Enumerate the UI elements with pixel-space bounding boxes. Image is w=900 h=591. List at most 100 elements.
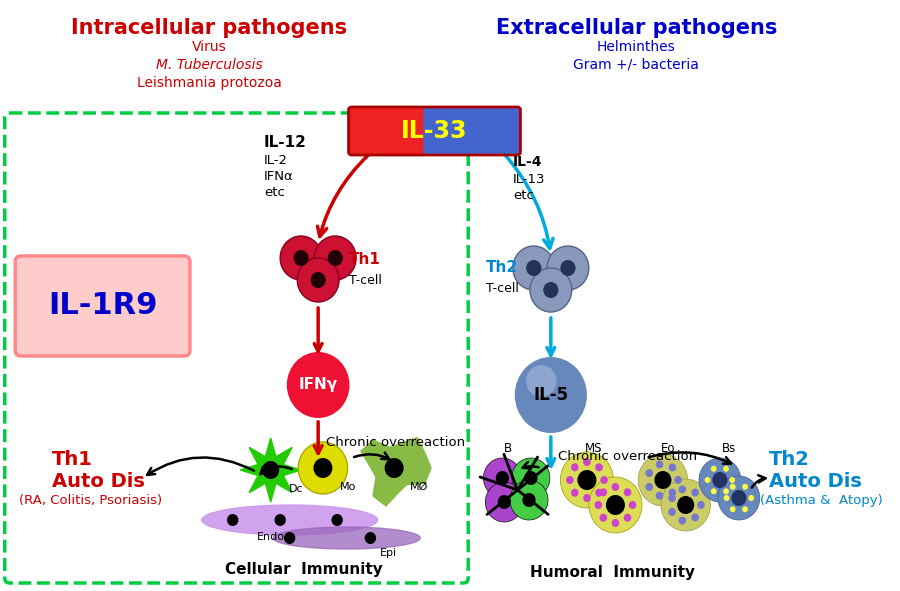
Circle shape	[679, 485, 686, 493]
Circle shape	[629, 501, 636, 509]
Text: Th1: Th1	[52, 450, 93, 469]
Circle shape	[699, 458, 741, 502]
Circle shape	[724, 488, 729, 494]
Polygon shape	[240, 438, 302, 502]
Circle shape	[530, 268, 572, 312]
Text: T-cell: T-cell	[486, 281, 519, 294]
Circle shape	[677, 496, 694, 514]
Circle shape	[599, 514, 608, 522]
Circle shape	[262, 461, 279, 479]
Circle shape	[498, 495, 511, 509]
Text: (Asthma &  Atopy): (Asthma & Atopy)	[760, 494, 883, 507]
Text: IFNγ: IFNγ	[299, 378, 338, 392]
Text: Chronic overreaction: Chronic overreaction	[558, 450, 698, 463]
Text: Leishmania protozoa: Leishmania protozoa	[137, 76, 282, 90]
Circle shape	[669, 489, 676, 496]
Circle shape	[561, 260, 575, 276]
Circle shape	[513, 246, 554, 290]
Circle shape	[310, 272, 326, 288]
Text: Dc: Dc	[289, 484, 303, 494]
Text: Chronic overreaction: Chronic overreaction	[326, 436, 465, 449]
Circle shape	[298, 442, 347, 494]
Circle shape	[524, 471, 537, 485]
Circle shape	[313, 458, 332, 478]
Text: T-cell: T-cell	[348, 274, 382, 287]
Circle shape	[561, 452, 614, 508]
Text: Bs: Bs	[723, 442, 736, 455]
Circle shape	[274, 514, 286, 526]
Circle shape	[742, 506, 748, 512]
Circle shape	[698, 501, 705, 509]
Circle shape	[606, 495, 625, 515]
Circle shape	[724, 495, 729, 501]
FancyBboxPatch shape	[348, 107, 446, 155]
Text: Th2: Th2	[770, 450, 810, 469]
Text: Th1: Th1	[348, 252, 381, 268]
Circle shape	[654, 471, 671, 489]
Text: etc: etc	[264, 186, 285, 199]
Circle shape	[599, 488, 608, 496]
Circle shape	[624, 514, 631, 522]
Circle shape	[293, 250, 309, 266]
Circle shape	[638, 454, 688, 506]
Circle shape	[742, 484, 748, 490]
Circle shape	[724, 466, 729, 472]
Text: M. Tuberculosis: M. Tuberculosis	[156, 58, 262, 72]
Circle shape	[314, 236, 356, 280]
Circle shape	[749, 495, 754, 501]
Circle shape	[496, 471, 509, 485]
Text: Intracellular pathogens: Intracellular pathogens	[71, 18, 347, 38]
Circle shape	[612, 519, 619, 527]
Circle shape	[544, 282, 558, 298]
Circle shape	[595, 463, 603, 471]
Circle shape	[485, 482, 523, 522]
Text: (RA, Colitis, Psoriasis): (RA, Colitis, Psoriasis)	[19, 494, 162, 507]
Text: Epi: Epi	[380, 548, 397, 558]
Text: Th2: Th2	[486, 261, 518, 275]
Circle shape	[730, 506, 735, 512]
Text: MS: MS	[585, 442, 602, 455]
Circle shape	[718, 476, 760, 520]
Circle shape	[526, 260, 541, 276]
Circle shape	[547, 246, 589, 290]
Circle shape	[287, 352, 349, 418]
Text: IL-4: IL-4	[513, 155, 543, 169]
Circle shape	[512, 458, 550, 498]
Circle shape	[227, 514, 239, 526]
Text: Extracellular pathogens: Extracellular pathogens	[496, 18, 777, 38]
Text: etc: etc	[513, 189, 534, 202]
Ellipse shape	[273, 527, 420, 549]
Circle shape	[384, 458, 403, 478]
Circle shape	[729, 477, 735, 483]
Circle shape	[656, 492, 663, 499]
Circle shape	[483, 458, 521, 498]
Text: Mo: Mo	[340, 482, 356, 492]
Circle shape	[674, 476, 682, 484]
Circle shape	[711, 488, 716, 494]
FancyBboxPatch shape	[423, 107, 520, 155]
Text: Auto Dis: Auto Dis	[52, 472, 145, 491]
Circle shape	[510, 480, 548, 520]
Ellipse shape	[202, 505, 377, 535]
Circle shape	[668, 494, 676, 502]
Circle shape	[583, 494, 590, 502]
Text: IL-13: IL-13	[513, 173, 545, 186]
Circle shape	[515, 357, 587, 433]
Text: Cellular  Immunity: Cellular Immunity	[225, 562, 382, 577]
Circle shape	[730, 484, 735, 490]
Text: IL-5: IL-5	[534, 386, 569, 404]
Text: Endo: Endo	[256, 532, 284, 542]
Text: Virus: Virus	[192, 40, 226, 54]
Circle shape	[284, 532, 295, 544]
Circle shape	[571, 463, 579, 471]
Circle shape	[661, 479, 710, 531]
Polygon shape	[361, 438, 431, 506]
Circle shape	[589, 477, 642, 533]
Circle shape	[328, 250, 343, 266]
Circle shape	[656, 460, 663, 469]
Circle shape	[331, 514, 343, 526]
Text: IL-33: IL-33	[401, 119, 468, 143]
Circle shape	[526, 365, 556, 397]
Circle shape	[691, 489, 699, 496]
Text: Humoral  Immunity: Humoral Immunity	[530, 565, 695, 580]
